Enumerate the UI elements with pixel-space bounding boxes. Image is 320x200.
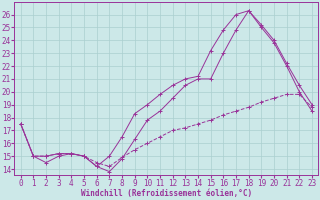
X-axis label: Windchill (Refroidissement éolien,°C): Windchill (Refroidissement éolien,°C) — [81, 189, 252, 198]
